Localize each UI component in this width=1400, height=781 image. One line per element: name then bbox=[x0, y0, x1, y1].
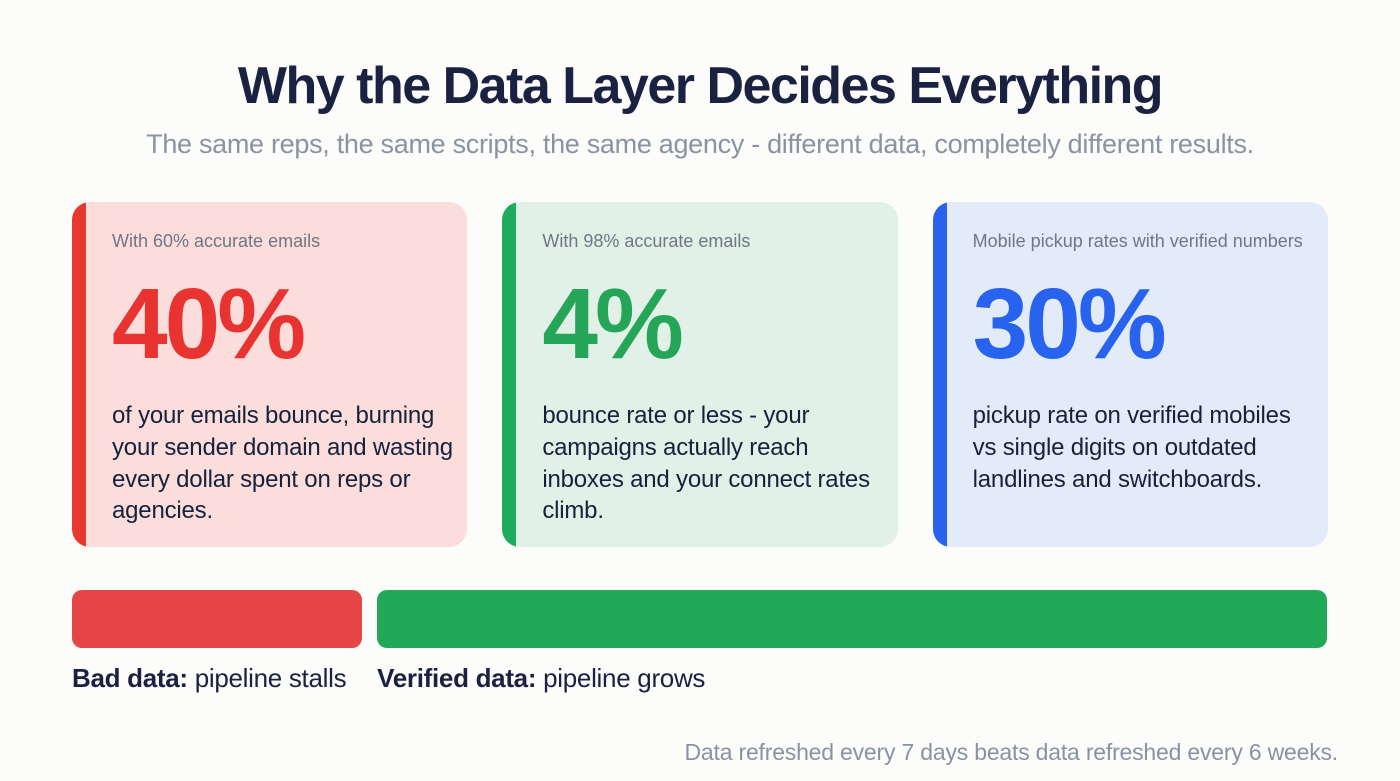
stat-description: bounce rate or less - your campaigns act… bbox=[542, 402, 870, 525]
stat-description: of your emails bounce, burning your send… bbox=[112, 402, 453, 525]
bad-data-label-bold: Bad data: bbox=[72, 663, 188, 694]
verified-data-label-bold: Verified data: bbox=[377, 663, 537, 694]
verified-data-label-rest: pipeline grows bbox=[536, 663, 706, 694]
bad-data-label: Bad data: pipeline stalls bbox=[72, 663, 362, 694]
page-subtitle: The same reps, the same scripts, the sam… bbox=[146, 129, 1254, 160]
verified-data-bar bbox=[377, 590, 1327, 649]
card-accent-bar bbox=[502, 202, 517, 548]
stat-context-label: With 60% accurate emails bbox=[112, 231, 321, 252]
card-accent-bar bbox=[932, 202, 947, 548]
stat-cards-row: With 60% accurate emails 40% of your ema… bbox=[72, 202, 1328, 548]
stat-context-label: Mobile pickup rates with verified number… bbox=[972, 231, 1303, 252]
verified-data-label: Verified data: pipeline grows bbox=[377, 663, 1327, 694]
stat-card-good-emails: With 98% accurate emails 4% bounce rate … bbox=[502, 202, 898, 548]
pipeline-comparison-bars: Bad data: pipeline stalls Verified data:… bbox=[72, 590, 1328, 694]
stat-card-mobile-pickup: Mobile pickup rates with verified number… bbox=[932, 202, 1328, 548]
stat-value: 30% bbox=[972, 268, 1167, 381]
stat-value: 40% bbox=[112, 268, 306, 381]
stat-value: 4% bbox=[542, 268, 684, 381]
stat-context-label: With 98% accurate emails bbox=[542, 231, 751, 252]
bad-data-label-rest: pipeline stalls bbox=[187, 663, 347, 694]
verified-data-column: Verified data: pipeline grows bbox=[377, 590, 1327, 694]
stat-card-bad-emails: With 60% accurate emails 40% of your ema… bbox=[72, 202, 468, 548]
card-accent-bar bbox=[72, 202, 86, 548]
bad-data-column: Bad data: pipeline stalls bbox=[72, 590, 363, 694]
bad-data-bar bbox=[72, 590, 363, 649]
data-freshness-note: Data refreshed every 7 days beats data r… bbox=[684, 739, 1339, 765]
stat-description: pickup rate on verified mobiles vs singl… bbox=[972, 402, 1291, 493]
page-title: Why the Data Layer Decides Everything bbox=[237, 57, 1164, 115]
